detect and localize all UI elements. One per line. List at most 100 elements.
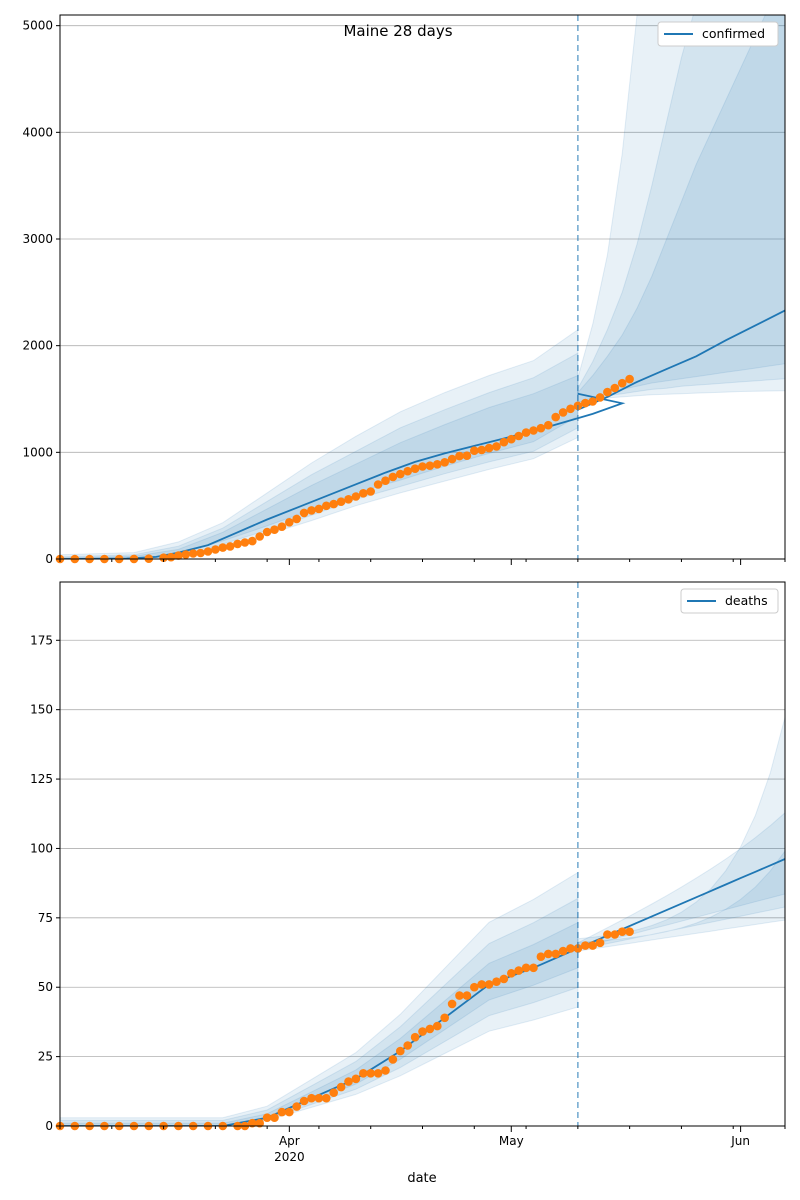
observed-point <box>588 397 597 406</box>
observed-point <box>388 472 398 482</box>
y-tick-label: 0 <box>45 1119 53 1133</box>
x-year-label: 2020 <box>274 1150 305 1164</box>
uncertainty-band <box>577 714 785 952</box>
observed-point <box>410 1032 420 1042</box>
observed-point <box>455 991 464 1000</box>
observed-point <box>373 480 383 489</box>
observed-point <box>351 1074 361 1084</box>
y-tick-label: 175 <box>30 633 53 647</box>
y-tick-label: 25 <box>38 1050 53 1064</box>
observed-point <box>484 980 494 989</box>
legend-label-confirmed: confirmed <box>702 26 765 41</box>
observed-point <box>322 501 331 511</box>
observed-point <box>255 532 264 541</box>
observed-point <box>262 527 272 537</box>
y-tick-label: 3000 <box>22 232 53 246</box>
observed-point <box>225 542 235 551</box>
observed-point <box>603 387 612 397</box>
observed-point <box>166 552 176 562</box>
observed-point <box>373 1069 383 1078</box>
observed-point <box>603 930 612 939</box>
observed-point <box>440 458 450 467</box>
deaths-panel: 0 25 50 75 100 125 150 175 Apr May Jun 2020 deaths… <box>30 581 786 1186</box>
y-tick-label: 50 <box>38 980 53 994</box>
observed-point <box>581 941 590 950</box>
observed-point <box>499 437 509 447</box>
observed-points-deaths <box>55 927 634 1131</box>
observed-point <box>359 489 368 498</box>
observed-point <box>292 1102 302 1111</box>
y-ticks-confirmed: 0 1000 2000 3000 4000 5000 <box>22 19 60 566</box>
observed-point <box>336 497 346 507</box>
y-tick-label: 1000 <box>22 445 53 459</box>
observed-point <box>255 1118 264 1128</box>
observed-point <box>314 1093 324 1103</box>
observed-point <box>492 442 501 451</box>
observed-point <box>566 944 575 953</box>
observed-point <box>514 431 523 441</box>
observed-point <box>484 443 494 453</box>
legend-label-deaths: deaths <box>725 593 768 608</box>
y-tick-label: 125 <box>30 772 53 786</box>
observed-point <box>581 398 590 408</box>
observed-point <box>455 451 464 461</box>
observed-point <box>617 927 627 936</box>
observed-point <box>544 420 553 430</box>
observed-point <box>359 1069 368 1078</box>
x-tick-label: Jun <box>730 1134 750 1148</box>
observed-point <box>314 504 324 514</box>
observed-point <box>566 404 575 414</box>
observed-point <box>507 969 516 978</box>
observed-point <box>329 499 339 509</box>
axes-frame-confirmed <box>59 14 786 560</box>
confirmed-panel: 0 1000 2000 3000 4000 5000 Maine 28 days conf… <box>22 14 786 566</box>
y-tick-label: 4000 <box>22 125 53 139</box>
observed-point <box>285 1107 294 1117</box>
observed-point <box>270 525 279 534</box>
observed-point <box>418 462 427 471</box>
observed-point <box>462 991 472 1000</box>
observed-point <box>477 980 487 989</box>
observed-point <box>507 434 516 444</box>
observed-point <box>344 1077 353 1086</box>
observed-point <box>381 476 390 486</box>
y-tick-label: 0 <box>45 552 53 566</box>
legend-box-confirmed <box>657 21 779 47</box>
x-ticks-deaths: Apr May Jun 2020 <box>59 1126 786 1164</box>
uncertainty-band <box>577 812 785 950</box>
observed-point <box>499 974 509 984</box>
observed-point <box>270 1113 279 1122</box>
observed-point <box>233 539 242 549</box>
observed-point <box>536 952 546 961</box>
observed-point <box>529 963 538 973</box>
observed-point <box>403 1041 413 1050</box>
observed-point <box>462 451 472 461</box>
observed-point <box>440 1013 450 1023</box>
observed-point <box>366 487 376 496</box>
observed-point <box>396 1046 405 1056</box>
observed-point <box>521 963 531 973</box>
observed-point <box>610 930 620 939</box>
observed-point <box>573 944 583 953</box>
observed-point <box>344 495 353 504</box>
observed-point <box>336 1082 346 1092</box>
legend-deaths: deaths <box>680 588 779 614</box>
observed-point <box>307 506 316 515</box>
observed-point <box>625 374 634 384</box>
y-tick-label: 2000 <box>22 339 53 353</box>
observed-point <box>388 1055 398 1064</box>
observed-point <box>492 977 501 986</box>
y-tick-label: 100 <box>30 841 53 855</box>
observed-point <box>307 1093 316 1103</box>
observed-point <box>174 551 183 560</box>
observed-point <box>544 949 553 959</box>
observed-point <box>292 514 302 524</box>
axes-frame-deaths <box>59 581 786 1127</box>
y-ticks-deaths: 0 25 50 75 100 125 150 175 <box>30 633 60 1133</box>
observed-point <box>203 547 213 556</box>
forecast-median-line <box>577 287 785 411</box>
observed-point <box>322 1093 331 1103</box>
observed-point <box>188 549 198 558</box>
observed-point <box>277 522 287 531</box>
